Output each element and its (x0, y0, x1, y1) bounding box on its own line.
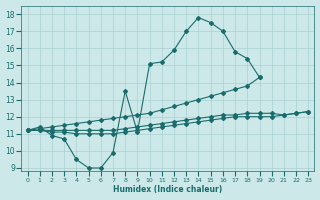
X-axis label: Humidex (Indice chaleur): Humidex (Indice chaleur) (113, 185, 223, 194)
